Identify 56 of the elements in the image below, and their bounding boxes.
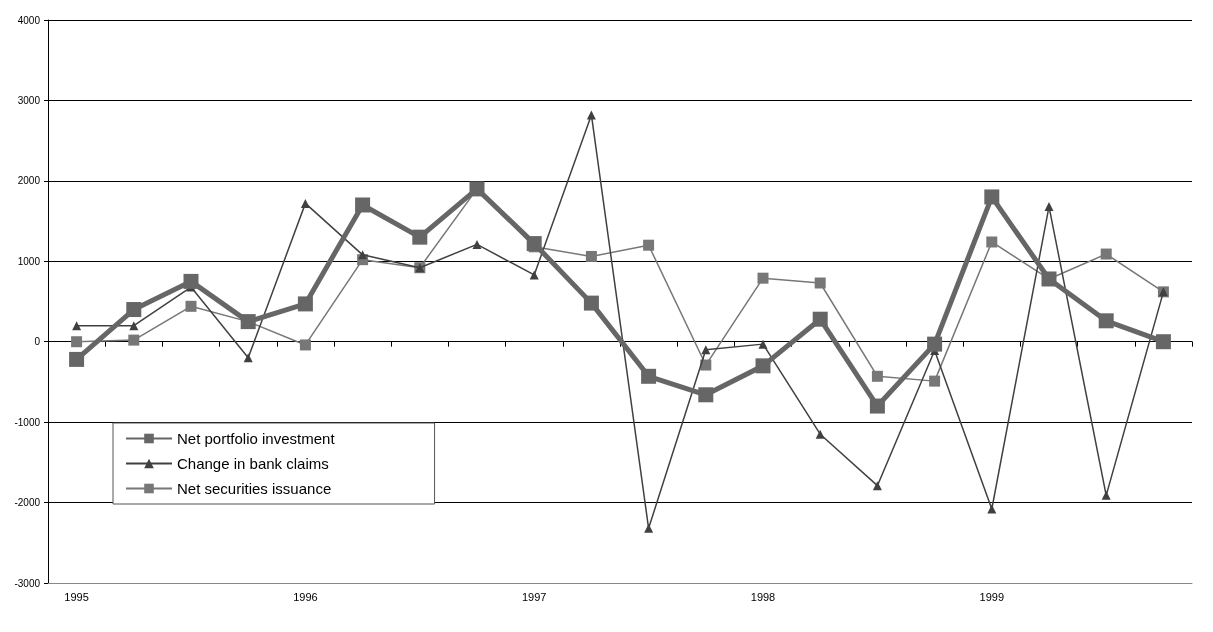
point [1098,313,1114,329]
point [72,321,82,331]
point [758,339,768,349]
point [929,375,941,387]
point [869,398,885,414]
x-tick-label: 1999 [979,590,1005,603]
point [300,198,310,208]
point [641,368,657,384]
y-tick-label: 4000 [17,14,41,26]
legend-label: Net securities issuance [177,480,332,497]
point [412,229,428,245]
x-tick-label: 1996 [293,590,318,603]
point [126,302,142,318]
point [1044,202,1054,212]
point [355,197,371,213]
point [698,387,714,403]
point [757,272,769,284]
point [987,504,997,514]
point [815,429,825,439]
point [871,370,883,382]
point [583,295,599,311]
point [585,250,597,262]
y-tick-label: -1000 [14,416,41,428]
point [927,336,943,352]
point [185,300,197,312]
point [128,334,140,346]
point [71,336,83,348]
point [1101,490,1111,500]
point [986,236,998,248]
point [297,296,313,312]
point [69,351,85,367]
point [643,239,655,251]
x-tick-label: 1995 [64,590,89,603]
point [812,311,828,327]
y-tick-label: 1000 [17,255,41,267]
y-tick-label: 2000 [17,175,41,187]
point [1155,334,1171,350]
point [1100,248,1112,260]
point [755,358,771,374]
point [183,273,199,289]
legend-label: Change in bank claims [177,455,329,472]
y-tick-label: -3000 [14,577,41,589]
y-tick-label: 3000 [17,94,41,106]
point [700,359,712,371]
point [872,481,882,491]
x-tick-label: 1998 [750,590,776,603]
y-tick-label: 0 [34,336,41,348]
point [984,189,1000,205]
point [644,523,654,533]
legend-label: Net portfolio investment [177,430,336,447]
x-tick-label: 1997 [521,590,547,603]
point [814,277,826,289]
point [299,339,311,351]
y-tick-label: -2000 [14,497,41,509]
point [526,236,542,252]
point [472,239,482,249]
